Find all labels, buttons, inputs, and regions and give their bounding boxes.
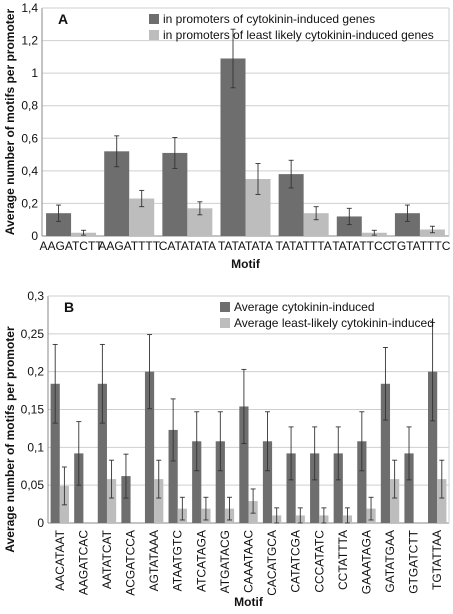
x-tick-label: AATATCAT (100, 529, 114, 589)
y-tick-label: 0,25 (21, 327, 45, 341)
bar (357, 441, 367, 523)
bar (333, 453, 343, 523)
y-tick-label: 0,4 (21, 164, 38, 178)
x-tick-label: TATATTCC (332, 239, 391, 253)
x-tick-label: ATGATACG (218, 530, 232, 593)
x-tick-label: CAAATAAC (242, 530, 256, 593)
y-tick-label: 0,15 (21, 403, 45, 417)
x-tick-label: CACATGCA (265, 530, 279, 596)
x-tick-label: TGTATTTC (389, 239, 450, 253)
y-tick-label: 1,2 (21, 34, 38, 48)
x-axis-label: Motif (231, 257, 261, 271)
x-tick-label: TATATATA (218, 239, 273, 253)
y-tick-label: 0,3 (27, 289, 44, 303)
bar (303, 213, 329, 236)
legend-swatch (149, 30, 159, 40)
y-tick-label: 0,1 (27, 440, 44, 454)
legend-label: Average cytokinin-induced (234, 300, 375, 314)
bar (310, 453, 320, 523)
bar (192, 441, 202, 523)
y-tick-label: 0,2 (27, 365, 44, 379)
x-tick-label: AAGATTTT (98, 239, 160, 253)
bar (106, 479, 117, 523)
bar (404, 453, 414, 523)
bar (380, 383, 391, 523)
x-tick-label: GTGATCTT (407, 529, 421, 593)
bar (97, 383, 107, 523)
y-tick-label: 0 (37, 516, 44, 530)
y-axis-label: Average number of motifs per promoter (3, 326, 17, 553)
x-tick-label: GATATGAA (383, 530, 397, 593)
x-tick-label: ATAATGTC (171, 530, 185, 592)
x-tick-label: CCCATATC (312, 530, 326, 593)
panel-label: B (64, 299, 74, 315)
x-tick-label: CATATCGA (289, 530, 303, 593)
x-tick-label: TGTATTAA (430, 530, 444, 590)
bar (46, 213, 72, 236)
bar (168, 429, 178, 523)
legend-label: Average least-likely cytokinin-induced (234, 316, 434, 330)
bar (390, 479, 400, 523)
y-tick-label: 0,05 (21, 478, 45, 492)
chart-panel-A: 0 0,2 0,4 0,6 0,8 1 1,2 1,4 AAGATCTTAAGATTTTCATA… (3, 1, 451, 271)
y-tick-label: 0,6 (21, 131, 38, 145)
y-tick-label: 0,8 (21, 99, 38, 113)
y-tick-label: 0,2 (21, 196, 38, 210)
panel-label: A (58, 11, 68, 27)
bar (239, 406, 249, 523)
bar (74, 453, 84, 523)
bar (262, 441, 273, 523)
x-tick-label: TATATTTA (276, 239, 332, 253)
y-axis-label: Average number of motifs per promoter (3, 9, 17, 236)
x-tick-label: AGTATAAA (147, 530, 161, 591)
bar (50, 383, 60, 523)
x-tick-label: AAGATCAC (76, 530, 90, 595)
legend-swatch (220, 302, 230, 312)
y-tick-label: 1,4 (21, 1, 38, 15)
bar (428, 371, 438, 523)
bar (121, 476, 131, 523)
legend-label: in promoters of least likely cytokinin-i… (163, 28, 434, 42)
x-tick-label: AACATAAT (53, 529, 67, 590)
x-tick-label: GAAATAGA (359, 530, 373, 594)
x-tick-label: AAGATCTT (40, 239, 104, 253)
x-tick-label: CCTATTTA (336, 530, 350, 590)
y-tick-label: 1 (31, 66, 38, 80)
x-tick-label: ATCATAGA (194, 530, 208, 592)
chart-panel-B: 0 0,05 0,1 0,15 0,2 0,25 0,3 AACATAAT AAGATCAC AA… (3, 289, 450, 609)
bar (215, 441, 225, 523)
bar (144, 371, 155, 523)
bar (154, 479, 164, 523)
bar (437, 479, 447, 523)
legend-label: in promoters of cytokinin-induced genes (163, 12, 375, 26)
bar (394, 213, 420, 236)
legend-swatch (220, 318, 230, 328)
x-tick-label: ACGATCCA (124, 530, 138, 596)
x-axis-label: Motif (234, 595, 264, 609)
y-tick-label: 0 (31, 229, 38, 243)
x-tick-label: CATATATA (159, 239, 216, 253)
legend-swatch (149, 14, 159, 24)
bar (336, 216, 362, 236)
bar (286, 453, 296, 523)
